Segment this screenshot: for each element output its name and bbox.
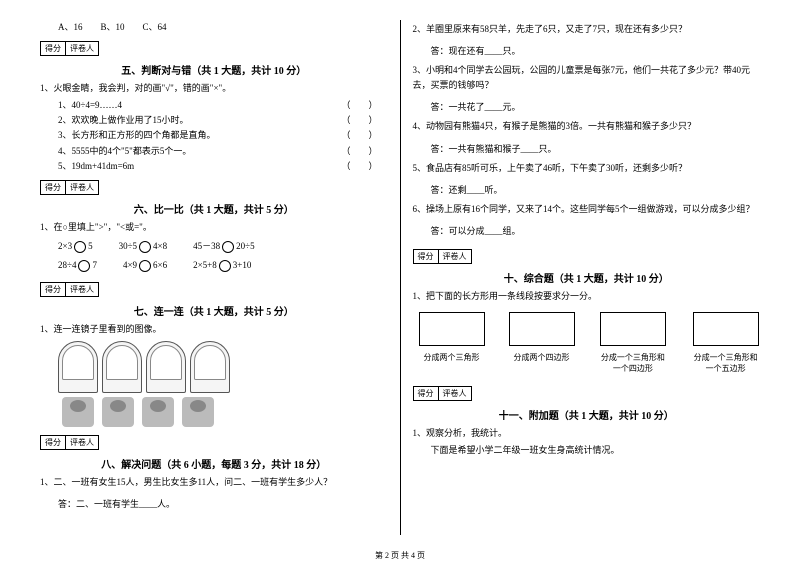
paren: （ ）: [341, 113, 377, 128]
grader-label: 评卷人: [439, 250, 471, 263]
section-8-title: 八、解决问题（共 6 小题，每题 3 分，共计 18 分）: [40, 456, 388, 471]
mirror-icon: [146, 341, 186, 393]
circle-icon: [74, 241, 86, 253]
q11-1: 1、观察分析，我统计。: [413, 426, 761, 440]
toy-icon: [182, 397, 214, 427]
score-box-10: 得分 评卷人: [413, 249, 472, 264]
rect-label: 分成两个四边形: [509, 352, 575, 363]
expr: 30÷54×8: [119, 237, 168, 257]
rectangle-shape: [419, 312, 485, 346]
compare-row-1: 2×35 30÷54×8 45－3820÷5: [58, 237, 388, 257]
toy-icon: [142, 397, 174, 427]
q5-1-3: 3、长方形和正方形的四个角都是直角。 （ ）: [58, 128, 388, 143]
rect-item: 分成一个三角形和一个五边形: [691, 312, 760, 374]
q8-6: 6、操场上原有16个同学，又来了14个。这些同学每5个一组做游戏，可以分成多少组…: [413, 202, 761, 216]
score-label: 得分: [41, 42, 66, 55]
q5-1-2: 2、欢欢晚上做作业用了15小时。 （ ）: [58, 113, 388, 128]
item-text: 3、长方形和正方形的四个角都是直角。: [58, 130, 216, 140]
item-text: 2、欢欢晚上做作业用了15小时。: [58, 115, 189, 125]
q11-sub: 下面是希望小学二年级一班女生身高统计情况。: [431, 443, 761, 458]
rect-row: 分成两个三角形 分成两个四边形 分成一个三角形和一个四边形 分成一个三角形和一个…: [419, 312, 761, 374]
grader-label: 评卷人: [66, 283, 98, 296]
score-box-7: 得分 评卷人: [40, 282, 99, 297]
q6-1: 1、在○里填上">"，"<或="。: [40, 220, 388, 234]
q8-4: 4、动物园有熊猫4只，有猴子是熊猫的3倍。一共有熊猫和猴子多少只？: [413, 119, 761, 133]
circle-icon: [222, 241, 234, 253]
rectangle-shape: [693, 312, 759, 346]
a8-4: 答：一共有熊猫和猴子____只。: [431, 142, 761, 155]
mirror-icon: [58, 341, 98, 393]
circle-icon: [78, 260, 90, 272]
score-label: 得分: [41, 181, 66, 194]
section-11-title: 十一、附加题（共 1 大题，共计 10 分）: [413, 407, 761, 422]
rect-item: 分成一个三角形和一个四边形: [599, 312, 668, 374]
mirrors-row: [58, 341, 388, 393]
q10-1: 1、把下面的长方形用一条线段按要求分一分。: [413, 289, 761, 303]
score-label: 得分: [414, 387, 439, 400]
q8-1: 1、二、一班有女生15人，男生比女生多11人，问二、一班有学生多少人？: [40, 475, 388, 489]
a8-5: 答：还剩____听。: [431, 183, 761, 196]
paren: （ ）: [341, 98, 377, 113]
toys-row: [62, 397, 388, 427]
item-text: 4、5555中的4个"5"都表示5个一。: [58, 146, 191, 156]
expr: 4×96×6: [123, 256, 167, 276]
section-6-title: 六、比一比（共 1 大题，共计 5 分）: [40, 201, 388, 216]
expr: 28÷47: [58, 256, 97, 276]
q8-5: 5、食品店有85听可乐，上午卖了46听，下午卖了30听，还剩多少听？: [413, 161, 761, 175]
a8-3: 答：一共花了____元。: [431, 100, 761, 113]
grader-label: 评卷人: [66, 436, 98, 449]
page-footer: 第 2 页 共 4 页: [0, 550, 800, 561]
grader-label: 评卷人: [439, 387, 471, 400]
rect-item: 分成两个三角形: [419, 312, 485, 374]
rect-label: 分成两个三角形: [419, 352, 485, 363]
score-box-5: 得分 评卷人: [40, 41, 99, 56]
q8-3: 3、小明和4个同学去公园玩，公园的儿童票是每张7元，他们一共花了多少元？带40元…: [413, 63, 761, 92]
section-7-title: 七、连一连（共 1 大题，共计 5 分）: [40, 303, 388, 318]
compare-row-2: 28÷47 4×96×6 2×5+83+10: [58, 256, 388, 276]
paren: （ ）: [341, 144, 377, 159]
score-box-11: 得分 评卷人: [413, 386, 472, 401]
score-box-8: 得分 评卷人: [40, 435, 99, 450]
q7-1: 1、连一连镜子里看到的图像。: [40, 322, 388, 336]
options-line: A、16 B、10 C、64: [58, 20, 388, 35]
grader-label: 评卷人: [66, 42, 98, 55]
section-10-title: 十、综合题（共 1 大题，共计 10 分）: [413, 270, 761, 285]
rect-item: 分成两个四边形: [509, 312, 575, 374]
circle-icon: [139, 260, 151, 272]
paren: （ ）: [341, 159, 377, 174]
rect-label: 分成一个三角形和一个四边形: [599, 352, 668, 374]
mirror-icon: [190, 341, 230, 393]
section-5-title: 五、判断对与错（共 1 大题，共计 10 分）: [40, 62, 388, 77]
rect-label: 分成一个三角形和一个五边形: [691, 352, 760, 374]
expr: 2×35: [58, 237, 93, 257]
q5-1-1: 1、40÷4=9……4 （ ）: [58, 98, 388, 113]
grader-label: 评卷人: [66, 181, 98, 194]
score-label: 得分: [41, 436, 66, 449]
q8-2: 2、羊圈里原来有58只羊，先走了6只，又走了7只，现在还有多少只？: [413, 22, 761, 36]
expr: 2×5+83+10: [193, 256, 251, 276]
score-label: 得分: [414, 250, 439, 263]
item-text: 1、40÷4=9……4: [58, 100, 122, 110]
q5-1: 1、火眼金睛，我会判，对的画"√"，错的画"×"。: [40, 81, 388, 95]
rectangle-shape: [509, 312, 575, 346]
toy-icon: [102, 397, 134, 427]
circle-icon: [139, 241, 151, 253]
item-text: 5、19dm+41dm=6m: [58, 161, 134, 171]
q5-1-4: 4、5555中的4个"5"都表示5个一。 （ ）: [58, 144, 388, 159]
a8-2: 答：现在还有____只。: [431, 44, 761, 57]
score-box-6: 得分 评卷人: [40, 180, 99, 195]
q5-1-5: 5、19dm+41dm=6m （ ）: [58, 159, 388, 174]
a8-1: 答：二、一班有学生____人。: [58, 497, 388, 510]
score-label: 得分: [41, 283, 66, 296]
circle-icon: [219, 260, 231, 272]
paren: （ ）: [341, 128, 377, 143]
toy-icon: [62, 397, 94, 427]
expr: 45－3820÷5: [193, 237, 254, 257]
a8-6: 答：可以分成____组。: [431, 224, 761, 237]
rectangle-shape: [600, 312, 666, 346]
mirror-icon: [102, 341, 142, 393]
